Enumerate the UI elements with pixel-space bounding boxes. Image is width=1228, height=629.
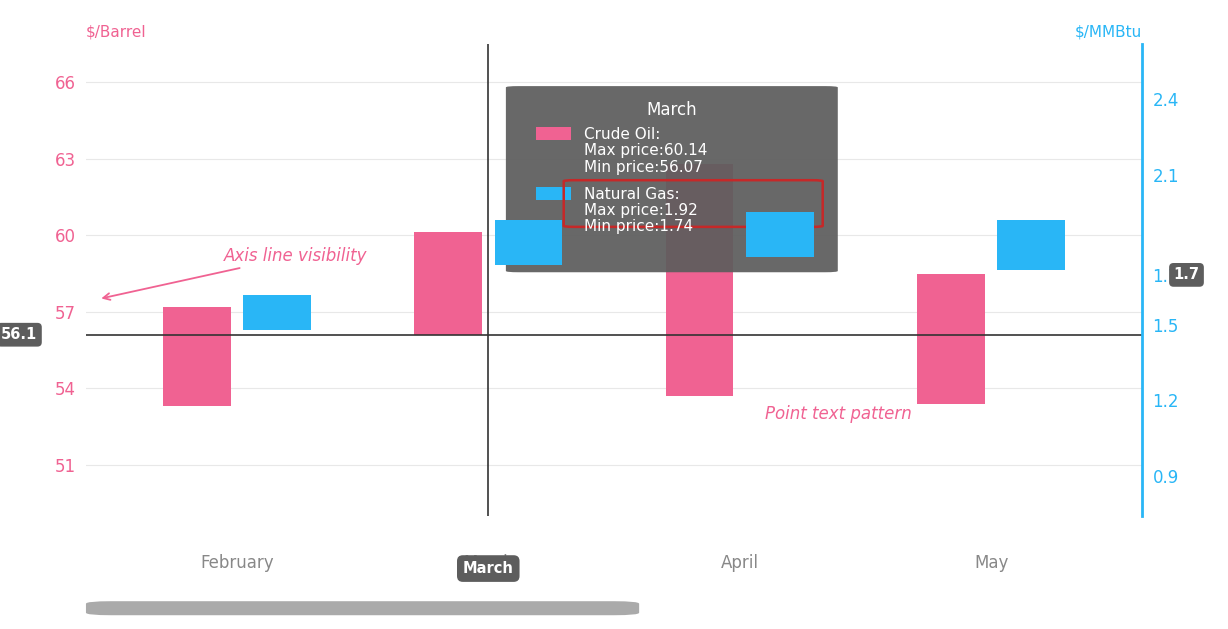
Text: April: April (721, 554, 759, 572)
Bar (495, 220, 562, 265)
Text: 56.1: 56.1 (1, 327, 37, 342)
Text: March: March (646, 101, 698, 120)
Text: March: March (463, 561, 513, 576)
Bar (997, 220, 1066, 270)
Bar (666, 164, 733, 396)
Text: Min price:56.07: Min price:56.07 (583, 160, 702, 174)
Text: Axis line visibility: Axis line visibility (103, 247, 367, 300)
Text: 1.7: 1.7 (1174, 267, 1200, 282)
FancyBboxPatch shape (86, 601, 639, 615)
Text: $/Barrel: $/Barrel (86, 25, 146, 39)
Bar (537, 127, 571, 140)
Bar (537, 187, 571, 199)
Bar (162, 307, 231, 406)
Text: Crude Oil:: Crude Oil: (583, 128, 661, 142)
Text: $/MMBtu: $/MMBtu (1074, 25, 1142, 39)
FancyBboxPatch shape (506, 86, 837, 272)
Bar (917, 274, 985, 404)
Text: May: May (974, 554, 1008, 572)
Text: Point text pattern: Point text pattern (765, 405, 911, 423)
Text: Max price:60.14: Max price:60.14 (583, 143, 707, 159)
Text: Max price:1.92: Max price:1.92 (583, 203, 698, 218)
Text: Min price:1.74: Min price:1.74 (583, 220, 693, 235)
Text: March: March (463, 554, 513, 572)
Bar (747, 212, 814, 257)
Bar (414, 231, 481, 335)
Text: Natural Gas:: Natural Gas: (583, 187, 679, 203)
Bar (243, 295, 311, 330)
Text: February: February (200, 554, 274, 572)
